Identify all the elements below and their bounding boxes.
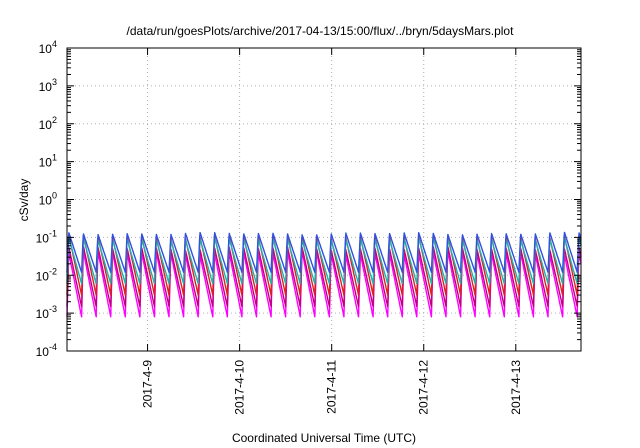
y-tick-label: 10-3 bbox=[36, 304, 57, 321]
series-line bbox=[66, 231, 582, 273]
series-line bbox=[66, 246, 582, 308]
y-tick-label: 103 bbox=[39, 77, 57, 94]
series-line bbox=[66, 237, 582, 285]
x-tick-label: 2017-4-12 bbox=[417, 360, 431, 415]
x-tick-label: 2017-4-9 bbox=[141, 360, 155, 408]
y-tick-label: 101 bbox=[39, 153, 57, 170]
y-tick-label: 102 bbox=[39, 115, 57, 132]
y-tick-label: 100 bbox=[39, 191, 57, 208]
y-tick-label: 10-2 bbox=[36, 266, 57, 283]
chart-title: /data/run/goesPlots/archive/2017-04-13/1… bbox=[127, 24, 515, 38]
series-group bbox=[66, 231, 582, 318]
x-tick-label: 2017-4-10 bbox=[233, 360, 247, 415]
x-tick-label: 2017-4-11 bbox=[325, 360, 339, 414]
y-axis-label: cSv/day bbox=[17, 179, 31, 222]
y-axis: 10-4 10-3 10-2 10-1 100 101 102 103 104 bbox=[36, 39, 581, 359]
x-tick-label: 2017-4-13 bbox=[509, 360, 523, 415]
x-axis: 2017-4-9 2017-4-10 2017-4-11 2017-4-12 2017-… bbox=[141, 48, 523, 415]
x-axis-label: Coordinated Universal Time (UTC) bbox=[232, 431, 416, 445]
y-tick-label: 10-1 bbox=[36, 228, 57, 245]
y-tick-label: 104 bbox=[39, 39, 57, 56]
series-line bbox=[66, 250, 582, 318]
y-tick-label: 10-4 bbox=[36, 342, 57, 359]
